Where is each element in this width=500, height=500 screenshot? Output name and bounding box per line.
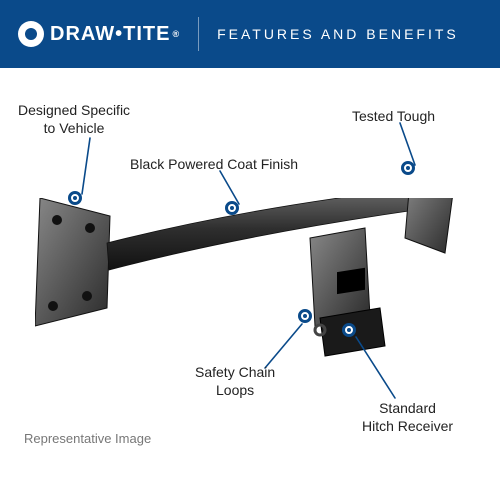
brand-logo: DRAW•TITE ® <box>18 21 180 47</box>
marker-icon <box>225 201 239 215</box>
header-subtitle: FEATURES AND BENEFITS <box>217 26 459 42</box>
callout-designed-specific: Designed Specific to Vehicle <box>18 102 130 137</box>
product-diagram: Designed Specific to Vehicle Black Power… <box>0 68 500 460</box>
logo-text: DRAW•TITE <box>50 23 170 46</box>
marker-icon <box>401 161 415 175</box>
callout-tested-tough: Tested Tough <box>352 108 435 126</box>
callout-chain-loops: Safety Chain Loops <box>195 364 275 399</box>
hitch-ball-icon <box>18 21 44 47</box>
footer-caption: Representative Image <box>24 431 151 446</box>
marker-icon <box>68 191 82 205</box>
marker-icon <box>298 309 312 323</box>
header-divider <box>198 17 199 51</box>
callout-black-finish: Black Powered Coat Finish <box>130 156 298 174</box>
registered-mark: ® <box>172 29 180 39</box>
marker-icon <box>342 323 356 337</box>
header: DRAW•TITE ® FEATURES AND BENEFITS <box>0 0 500 68</box>
callout-hitch-receiver: Standard Hitch Receiver <box>362 400 453 435</box>
